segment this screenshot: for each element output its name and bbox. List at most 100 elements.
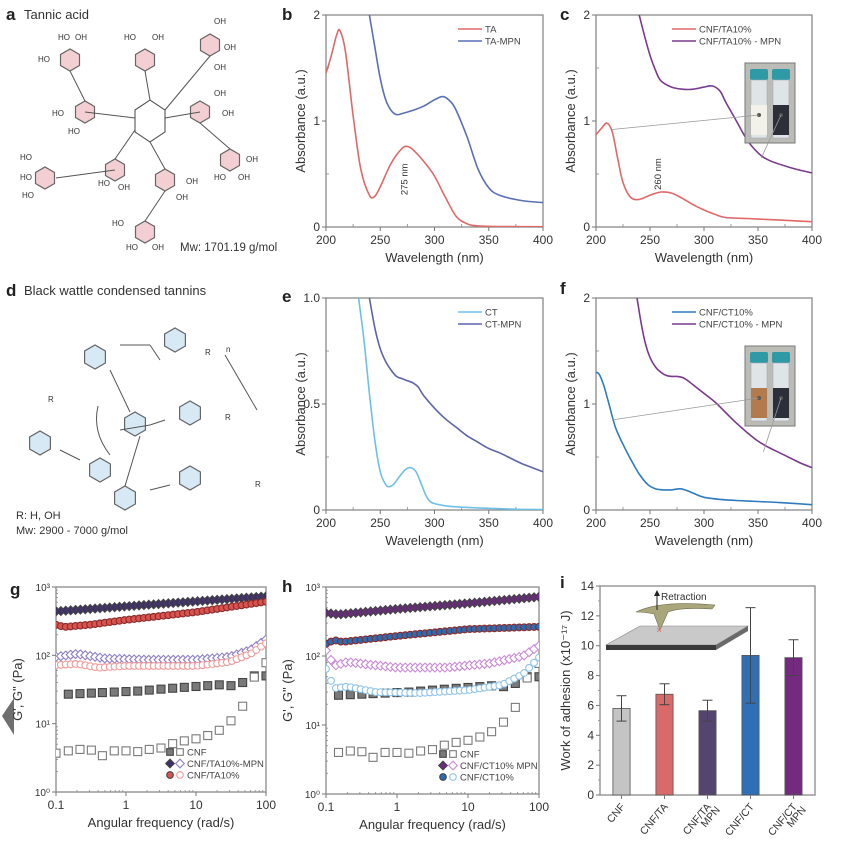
x-tick-label: 300 — [424, 516, 444, 530]
y-tick-label: 6 — [587, 698, 594, 712]
x-tick-label: 200 — [316, 233, 336, 247]
contact-point-mark — [656, 627, 662, 633]
data-point — [133, 747, 143, 757]
legend-marker-hollow — [176, 748, 184, 756]
data-point — [345, 690, 355, 700]
data-point — [530, 658, 538, 667]
data-point — [262, 597, 266, 606]
x-tick-label: 250 — [370, 516, 390, 530]
data-point — [97, 688, 107, 698]
x-tick-label: 350 — [479, 516, 499, 530]
legend-label: CT — [485, 308, 498, 319]
retraction-label: Retraction — [661, 592, 707, 603]
legend-marker-filled — [439, 750, 447, 758]
data-point — [475, 732, 485, 742]
x-tick-label: 250 — [370, 233, 390, 247]
y-tick-label: 2 — [587, 758, 594, 772]
y-tick-label: 10 — [581, 639, 595, 653]
vial-cap — [750, 69, 768, 80]
legend-label: CNF/TA10% — [699, 25, 752, 36]
data-point — [97, 751, 107, 761]
y-axis-label: G', G" (Pa) — [280, 659, 295, 722]
data-point — [439, 740, 449, 750]
vial-cap — [750, 352, 768, 363]
panel-i: i 0 2 4 6 8 10 12 14 Work of adhesion (x10⁻¹⁷ J) C… — [558, 573, 816, 839]
x-tick-label: 300 — [694, 233, 714, 247]
series-cnf-g- — [333, 658, 539, 762]
x-tick-label: 1 — [394, 800, 401, 814]
atom-label: OH — [214, 17, 226, 26]
series-cnf-ta10-g- — [56, 597, 266, 631]
condensed-tannin-structure: n R R R R — [29, 327, 261, 511]
x-tick-label: 300 — [424, 233, 444, 247]
data-point — [179, 682, 189, 692]
flavan-ring — [88, 457, 112, 483]
bond-line — [164, 111, 201, 119]
left-arrow-icon[interactable] — [2, 698, 14, 735]
legend-marker-filled — [166, 771, 174, 779]
series-cnf-ct10-g- — [326, 653, 539, 697]
bond-line — [84, 111, 136, 119]
x-tick-label: 100 — [256, 798, 276, 812]
y-axis-label: Absorbance (a.u.) — [293, 69, 308, 172]
series-cnf-g- — [63, 671, 266, 699]
bond-line — [149, 344, 161, 361]
legend-label: CNF — [460, 750, 480, 761]
galloyl-ring — [134, 220, 156, 244]
data-point — [214, 725, 224, 735]
legend-label: CNF/CT10% - MPN — [699, 320, 783, 331]
data-point — [261, 671, 266, 681]
atom-label: HO — [38, 55, 50, 64]
data-point — [191, 734, 201, 744]
y-tick-label: 4 — [587, 728, 594, 742]
data-point — [535, 622, 539, 631]
bar-cnf-ta-mpn — [698, 710, 717, 796]
data-point — [357, 747, 367, 757]
data-point — [109, 687, 119, 697]
data-point — [121, 687, 131, 697]
atom-label: R — [225, 413, 231, 422]
data-point — [427, 745, 438, 755]
y-axis-label: Absorbance (a.u.) — [563, 352, 578, 455]
data-point — [191, 681, 201, 692]
y-tick-label: 14 — [581, 579, 595, 593]
bar-cnf-ct-mpn — [784, 657, 803, 796]
series-line-ct — [357, 298, 543, 510]
x-axis-label: Wavelength (nm) — [655, 533, 754, 548]
atom-label: R — [255, 480, 261, 489]
data-point — [525, 663, 534, 672]
flavan-ring — [123, 411, 146, 437]
data-point — [261, 658, 266, 668]
legend-label: CT-MPN — [485, 320, 522, 331]
y-tick-label: 10² — [36, 651, 51, 662]
x-axis-label: Wavelength (nm) — [385, 250, 484, 265]
data-point — [333, 690, 344, 700]
bond-line — [59, 449, 81, 461]
galloyl-ring — [154, 168, 176, 192]
y-tick-label: 8 — [587, 669, 594, 683]
series-cnf-ct10-mpn-g- — [326, 640, 539, 673]
category-label: CNF/CT — [723, 801, 757, 839]
data-point — [326, 645, 332, 656]
inset-pointer-line — [763, 397, 782, 452]
flavan-ring — [83, 344, 107, 370]
bar-cnf-ta — [655, 693, 674, 796]
plot-frame — [325, 586, 540, 795]
substrate-edge — [606, 645, 716, 650]
atom-label: HO — [20, 173, 32, 182]
data-point — [156, 743, 166, 753]
legend-marker-filled — [437, 760, 449, 771]
tannic-acid-structure: HO OH HO HO OH OH OH OH HO HO OH OH OH HO OH HO HO HO OH OH… — [20, 17, 258, 252]
data-point — [463, 735, 473, 745]
atom-label: R — [205, 348, 211, 357]
panel-a: a Tannic acid HO OH HO HO OH OH OH OH HO HO OH OH OH… — [6, 5, 277, 254]
data-point — [238, 701, 248, 711]
x-tick-label: 0.1 — [318, 800, 335, 814]
bond-line — [144, 190, 166, 222]
y-tick-label: 1 — [583, 397, 590, 411]
vial-photo-inset — [612, 62, 796, 159]
atom-label: OH — [224, 43, 236, 52]
y-axis-label: Absorbance (a.u.) — [293, 352, 308, 455]
category-label: CNF/TA — [638, 801, 671, 837]
plot-frame — [55, 586, 267, 793]
